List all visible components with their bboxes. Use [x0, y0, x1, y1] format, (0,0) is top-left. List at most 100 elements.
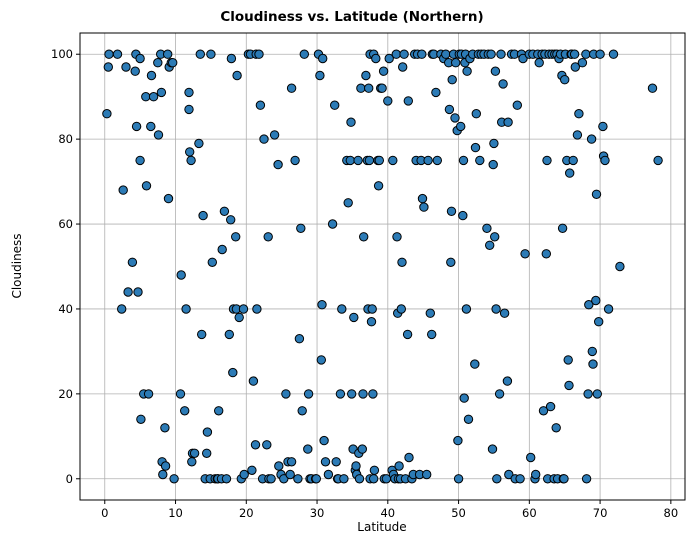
- data-point: [156, 87, 167, 98]
- data-point: [364, 83, 374, 93]
- data-point: [135, 53, 145, 64]
- data-point: [311, 474, 321, 484]
- data-point: [588, 359, 598, 369]
- data-point: [197, 329, 207, 340]
- data-point: [135, 155, 145, 166]
- data-point: [487, 444, 498, 454]
- data-point: [496, 49, 506, 59]
- y-tick-label: 40: [58, 302, 73, 316]
- chart-title: Cloudiness vs. Latitude (Northern): [220, 9, 483, 25]
- data-point: [431, 87, 441, 98]
- data-point: [417, 49, 427, 59]
- data-point: [358, 389, 368, 399]
- data-point: [570, 62, 580, 72]
- data-point: [369, 474, 379, 484]
- data-point: [591, 295, 601, 306]
- data-point: [169, 474, 179, 484]
- data-point: [542, 155, 552, 166]
- data-point: [224, 329, 235, 340]
- data-point: [293, 474, 303, 484]
- data-point: [153, 58, 163, 68]
- data-point: [482, 223, 492, 234]
- data-point: [559, 474, 569, 484]
- data-point: [453, 435, 463, 446]
- data-point: [219, 206, 230, 217]
- data-point: [286, 83, 297, 93]
- data-point: [327, 219, 338, 229]
- x-tick-label: 70: [593, 506, 608, 520]
- data-point: [318, 53, 328, 64]
- data-point: [121, 62, 131, 72]
- data-point: [247, 465, 257, 475]
- data-point: [226, 53, 237, 64]
- data-point: [470, 359, 480, 369]
- data-point: [319, 435, 329, 446]
- data-point: [560, 75, 570, 85]
- data-point: [294, 334, 305, 344]
- x-tick-label: 20: [239, 506, 254, 520]
- data-point: [320, 457, 331, 467]
- x-tick-label: 50: [451, 506, 466, 520]
- y-tick-label: 0: [66, 472, 73, 486]
- plot-frame: [79, 32, 686, 501]
- data-point: [217, 244, 227, 255]
- data-point: [399, 49, 409, 59]
- x-tick-label: 40: [380, 506, 395, 520]
- data-point: [563, 355, 573, 365]
- data-point: [503, 117, 513, 127]
- data-point: [603, 304, 614, 314]
- data-point: [526, 452, 536, 463]
- data-point: [285, 469, 295, 480]
- data-point: [490, 232, 500, 242]
- data-point: [184, 104, 194, 115]
- data-point: [463, 414, 474, 424]
- data-point: [458, 155, 469, 166]
- data-point: [231, 232, 241, 242]
- data-point: [392, 232, 402, 242]
- y-tick-label: 60: [58, 217, 73, 231]
- data-point: [446, 206, 457, 217]
- data-point: [545, 401, 556, 412]
- data-point: [281, 389, 291, 399]
- data-point: [234, 312, 244, 323]
- data-point: [214, 406, 224, 416]
- data-point: [373, 181, 384, 191]
- data-point: [368, 389, 378, 399]
- data-point: [347, 389, 357, 399]
- data-point: [331, 457, 341, 467]
- data-point: [441, 49, 451, 59]
- data-point: [346, 117, 356, 127]
- data-point: [195, 49, 206, 59]
- x-tick-label: 10: [168, 506, 183, 520]
- data-point: [446, 257, 456, 267]
- data-point: [238, 304, 249, 314]
- data-point: [252, 304, 262, 314]
- grid: [80, 33, 685, 500]
- data-point: [181, 304, 191, 314]
- data-point: [263, 232, 273, 242]
- data-point: [564, 380, 574, 391]
- data-point: [374, 155, 384, 166]
- data-point: [587, 346, 597, 357]
- data-point: [458, 210, 468, 221]
- data-point: [378, 66, 389, 76]
- data-point: [432, 155, 442, 166]
- data-point: [127, 257, 138, 267]
- x-tick-label: 30: [310, 506, 325, 520]
- data-point: [591, 189, 602, 200]
- data-point: [361, 70, 371, 81]
- data-point: [153, 130, 164, 140]
- data-point: [584, 300, 594, 310]
- data-point: [538, 406, 549, 416]
- data-point: [595, 49, 605, 59]
- data-point: [337, 304, 347, 314]
- data-point: [228, 367, 238, 378]
- data-point: [520, 249, 530, 259]
- data-point: [494, 389, 505, 399]
- data-point: [255, 100, 266, 110]
- data-point: [286, 457, 297, 467]
- data-point: [565, 168, 575, 178]
- data-point: [499, 308, 510, 318]
- data-point: [160, 461, 171, 471]
